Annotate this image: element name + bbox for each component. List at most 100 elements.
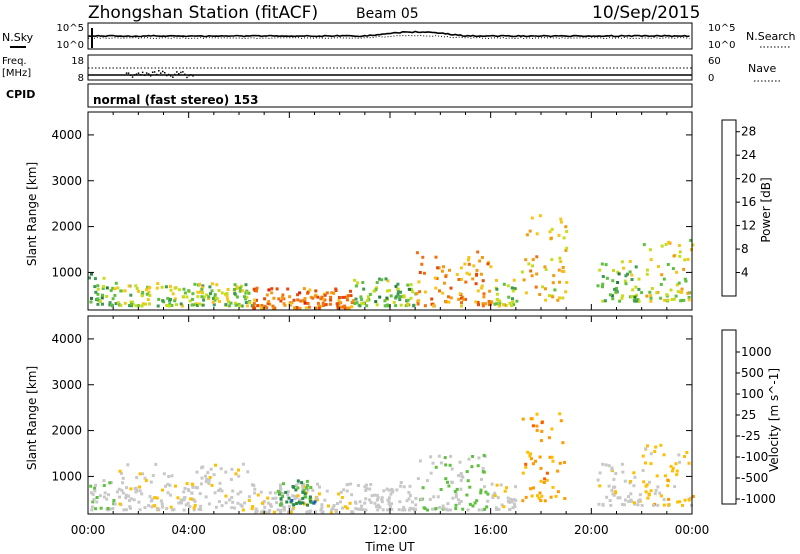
echo-cell (341, 506, 345, 510)
echo-cell (387, 502, 391, 506)
echo-cell (331, 506, 335, 510)
echo-cell (495, 287, 499, 291)
echo-cell (412, 507, 415, 511)
echo-cell (433, 276, 437, 280)
echo-cell (318, 492, 321, 496)
echo-cell (164, 484, 167, 488)
echo-cell (603, 299, 607, 303)
echo-cell (170, 474, 174, 478)
echo-cell (444, 463, 448, 467)
echo-cell (323, 498, 327, 502)
echo-cell (503, 489, 507, 493)
echo-cell (134, 486, 138, 490)
echo-cell (138, 472, 142, 476)
colorbar-tick-label: -500 (741, 471, 768, 485)
echo-cell (629, 498, 633, 502)
echo-cell (633, 295, 637, 299)
echo-cell (666, 298, 670, 302)
echo-cell (332, 291, 336, 295)
echo-cell (294, 488, 298, 492)
echo-cell (616, 281, 620, 284)
echo-cell (426, 479, 429, 483)
echo-cell (675, 469, 679, 473)
echo-cell (480, 477, 483, 481)
echo-cell (482, 453, 486, 457)
echo-cell (282, 505, 286, 509)
echo-cell (166, 482, 170, 486)
echo-cell (505, 486, 508, 490)
echo-cell (293, 306, 297, 310)
echo-cell (182, 508, 186, 512)
echo-cell (168, 483, 172, 487)
colorbar-tick-label: -100 (741, 450, 768, 464)
echo-cell (508, 507, 512, 511)
echo-cell (454, 492, 458, 496)
echo-cell (213, 491, 217, 495)
echo-cell (509, 497, 513, 501)
echo-cell (369, 483, 373, 486)
echo-cell (354, 297, 358, 301)
station-title: Zhongshan Station (fitACF) (88, 3, 318, 23)
nave-tick-bottom: 0 (708, 73, 714, 84)
echo-cell (302, 287, 306, 291)
echo-cell (478, 259, 482, 263)
echo-cell (346, 306, 350, 310)
echo-cell (537, 496, 541, 500)
echo-cell (214, 296, 218, 300)
echo-cell (559, 260, 563, 264)
echo-cell (166, 296, 170, 300)
echo-cell (345, 506, 349, 510)
echo-cell (667, 497, 671, 501)
nsky-label: N.Sky (2, 31, 34, 44)
echo-cell (109, 289, 113, 292)
panel-frame (87, 111, 693, 311)
echo-cell (98, 300, 102, 303)
echo-cell (598, 484, 602, 488)
echo-cell (539, 466, 543, 470)
echo-cell (327, 504, 330, 508)
echo-cell (386, 508, 390, 512)
echo-cell (282, 508, 286, 512)
echo-cell (483, 485, 486, 489)
echo-cell (349, 294, 353, 298)
freq-scatter (174, 73, 176, 76)
echo-cell (521, 417, 525, 421)
x-tick-label: 04:00 (171, 523, 206, 537)
echo-cell (245, 295, 249, 299)
echo-cell (407, 497, 411, 501)
velocity-colorbar-label: Velocity [m s^-1] (767, 368, 781, 472)
echo-cell (628, 270, 632, 274)
echo-cell (529, 487, 533, 491)
echo-cell (266, 301, 270, 305)
echo-cell (448, 463, 452, 467)
echo-cell (411, 290, 415, 294)
echo-cell (281, 492, 285, 496)
echo-cell (268, 302, 272, 306)
echo-cell (375, 303, 379, 307)
echo-cell (457, 502, 461, 505)
echo-cell (535, 424, 539, 428)
echo-cell (449, 286, 453, 290)
echo-cell (561, 296, 565, 300)
echo-cell (678, 500, 682, 504)
echo-cell (676, 500, 680, 504)
echo-cell (562, 270, 566, 273)
echo-cell (410, 500, 414, 504)
echo-cell (303, 297, 307, 300)
echo-cell (306, 503, 309, 507)
echo-cell (423, 304, 427, 308)
echo-cell (165, 507, 169, 511)
freq-scatter (139, 74, 142, 76)
echo-cell (394, 304, 398, 308)
echo-cell (240, 304, 244, 308)
y-tick-label: 2000 (51, 220, 82, 234)
echo-cell (308, 497, 312, 501)
echo-cell (197, 507, 201, 511)
freq-label: Freq. (2, 56, 27, 67)
echo-cell (353, 278, 357, 282)
echo-cell (618, 496, 622, 500)
echo-cell (483, 507, 487, 511)
echo-cell (467, 262, 471, 266)
echo-cell (255, 286, 259, 290)
echo-cell (632, 484, 636, 488)
